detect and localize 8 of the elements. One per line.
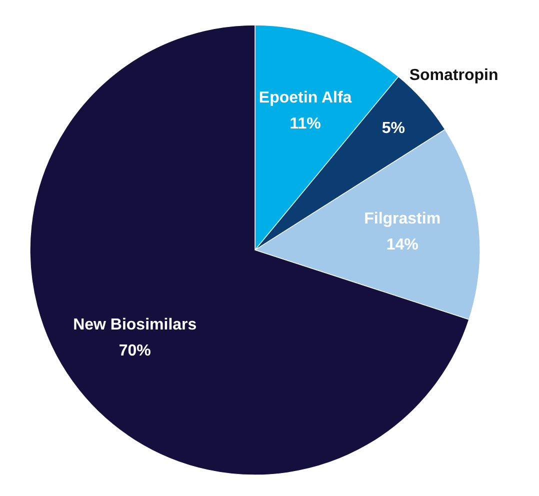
slice-label: Filgrastim <box>364 210 441 228</box>
data-label: 70% <box>118 342 151 360</box>
slice-label: New Biosimilars <box>73 316 197 334</box>
data-label: 11% <box>290 115 321 132</box>
data-label: 5% <box>382 120 405 137</box>
slice-label: Epoetin Alfa <box>258 89 352 106</box>
slice-label: Somatropin <box>409 66 498 84</box>
data-label: 14% <box>386 236 418 254</box>
